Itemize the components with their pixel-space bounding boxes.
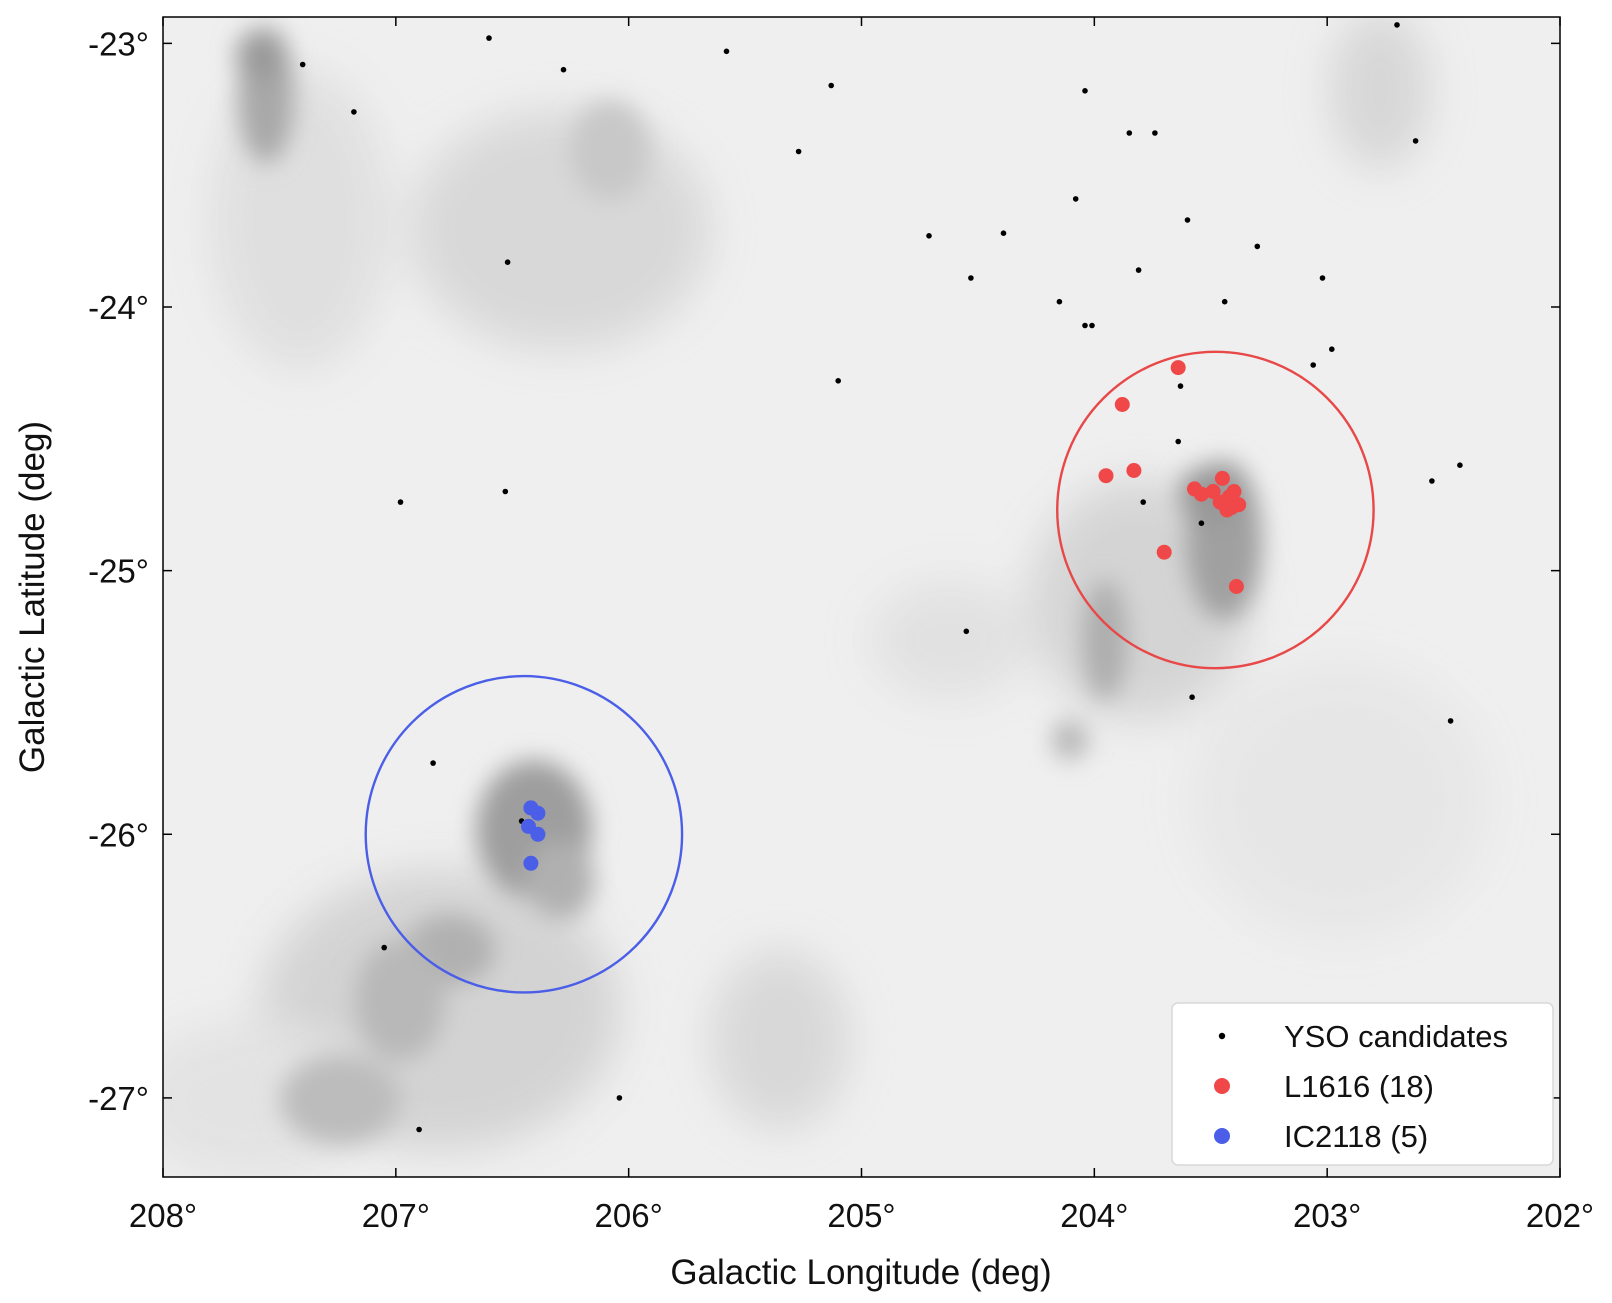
data-point <box>1114 397 1130 412</box>
data-point <box>381 944 388 951</box>
x-tick-label: 202° <box>1526 1197 1594 1234</box>
region-circle-l1616 <box>1056 350 1375 670</box>
data-point <box>1221 298 1228 305</box>
data-point <box>1089 322 1095 329</box>
data-point <box>1412 138 1419 144</box>
legend: YSO candidates L1616 (18) IC2118 (5) <box>1171 1002 1554 1166</box>
series-l1616 <box>1098 360 1247 594</box>
data-point <box>1254 243 1261 250</box>
data-point <box>397 499 404 505</box>
data-point <box>1126 463 1142 478</box>
x-tick-label: 208° <box>129 1197 197 1234</box>
data-point <box>1310 362 1316 368</box>
data-point <box>1193 486 1209 502</box>
data-point <box>1198 520 1205 526</box>
x-tick-label: 203° <box>1293 1197 1361 1234</box>
x-tick-label: 206° <box>595 1197 663 1234</box>
y-tick-label: -25° <box>88 553 149 590</box>
y-tick-label: -24° <box>88 289 149 326</box>
data-point <box>926 233 932 239</box>
data-point <box>523 855 539 871</box>
data-point <box>560 66 567 73</box>
data-point <box>416 1126 422 1133</box>
data-point <box>1152 130 1158 136</box>
data-point <box>1140 499 1146 505</box>
data-point <box>616 1095 623 1101</box>
data-point <box>504 259 511 266</box>
data-point <box>530 805 546 821</box>
y-tick-label: -23° <box>88 25 149 62</box>
data-point <box>502 488 509 495</box>
data-point <box>835 378 841 384</box>
legend-marker-l1616 <box>1214 1078 1230 1094</box>
data-point <box>1135 267 1142 273</box>
data-point <box>795 148 802 155</box>
data-point <box>1319 275 1326 281</box>
background-map <box>163 17 1560 1177</box>
data-point <box>1072 196 1079 202</box>
x-axis-title: Galactic Longitude (deg) <box>670 1253 1051 1292</box>
data-point <box>723 48 730 55</box>
data-point <box>486 35 492 41</box>
legend-box <box>1171 1002 1554 1166</box>
legend-label-ic2118: IC2118 (5) <box>1284 1119 1428 1154</box>
data-point <box>1429 478 1435 484</box>
data-point <box>351 109 357 115</box>
data-point <box>1170 360 1186 376</box>
data-point <box>1394 22 1400 28</box>
data-point <box>963 628 970 635</box>
data-point <box>1457 462 1463 469</box>
legend-marker-yso <box>1218 1032 1226 1040</box>
series-yso-candidates <box>299 22 1463 1133</box>
data-point <box>1189 694 1195 700</box>
data-point <box>530 826 546 842</box>
series-ic2118 <box>521 800 546 871</box>
data-point <box>968 275 974 281</box>
data-point <box>1098 468 1114 484</box>
legend-marker-ic2118 <box>1214 1128 1230 1144</box>
data-point <box>430 760 436 766</box>
legend-label-l1616: L1616 (18) <box>1284 1069 1434 1104</box>
y-tick-label: -26° <box>88 816 149 853</box>
x-tick-label: 204° <box>1060 1197 1128 1234</box>
data-point <box>1082 322 1088 329</box>
data-point <box>1329 346 1335 353</box>
x-tick-label: 205° <box>827 1197 895 1234</box>
data-point <box>1214 470 1230 486</box>
data-point <box>1219 502 1235 518</box>
region-circle-ic2118 <box>364 674 684 994</box>
data-point <box>1056 298 1063 305</box>
data-point <box>1205 484 1221 499</box>
data-point <box>1447 718 1454 724</box>
data-point <box>1082 88 1088 94</box>
data-point <box>1156 544 1172 560</box>
data-point <box>1228 579 1244 594</box>
y-axis-title: Galactic Latitude (deg) <box>13 421 52 773</box>
data-point <box>1177 383 1184 389</box>
x-tick-label: 207° <box>362 1197 430 1234</box>
data-point <box>1184 217 1191 223</box>
data-point <box>828 82 834 89</box>
legend-label-yso: YSO candidates <box>1284 1019 1508 1054</box>
data-point <box>1175 438 1181 445</box>
data-point <box>299 61 306 68</box>
data-point <box>1000 230 1007 236</box>
data-point <box>1126 130 1133 136</box>
y-tick-label: -27° <box>88 1080 149 1117</box>
